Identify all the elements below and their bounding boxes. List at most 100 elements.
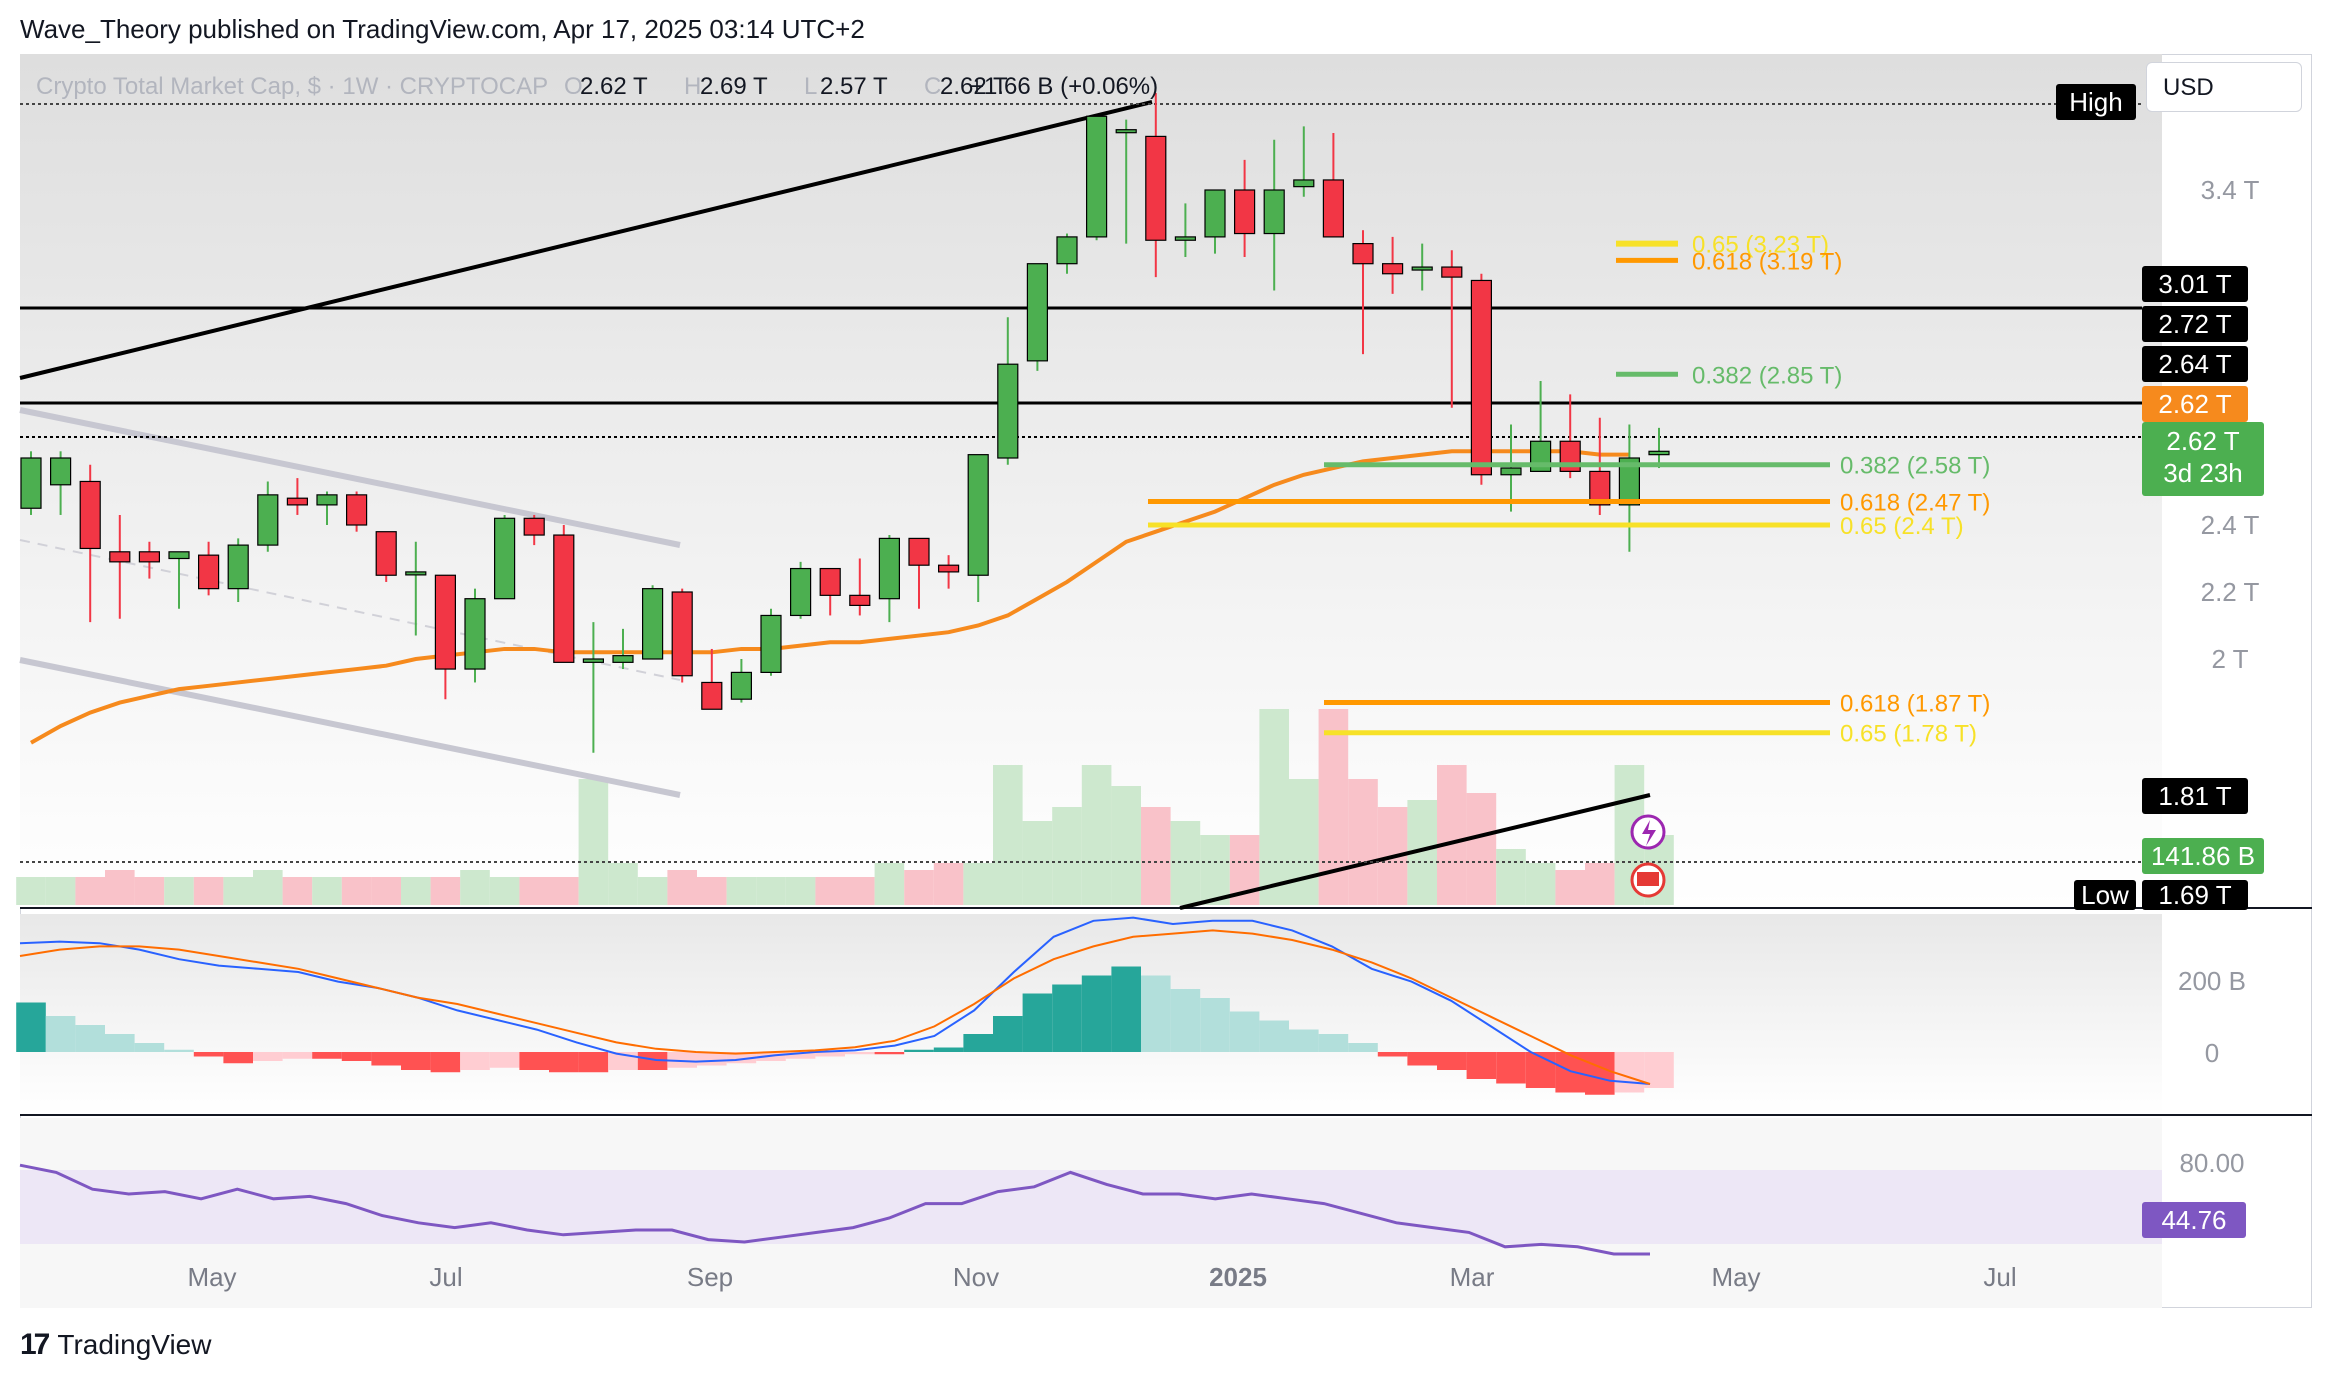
candle-body — [1470, 279, 1493, 476]
level-2.64-tag-bg — [2142, 346, 2248, 382]
volume-bar — [697, 877, 727, 905]
macd-histogram-bar — [253, 1052, 283, 1061]
candle-body — [1233, 189, 1256, 235]
ohlc-value: 2.69 T — [700, 73, 768, 100]
macd-signal-line — [19, 929, 1651, 1085]
candle-body — [464, 598, 486, 670]
candle-body — [494, 517, 516, 600]
ohlc-value: 2.62 T — [940, 73, 1008, 100]
candle-body — [701, 681, 723, 710]
macd-histogram-bar — [223, 1052, 253, 1064]
macd-histogram-bar — [1496, 1052, 1526, 1084]
candle-body — [227, 544, 249, 590]
candle-body — [760, 614, 782, 674]
candle-body — [1204, 189, 1226, 238]
volume-bar — [16, 877, 46, 905]
volume-bar — [1200, 835, 1230, 905]
time-axis-tick: Jul — [429, 1262, 462, 1292]
candle-body — [1352, 243, 1374, 265]
support-trendline — [1179, 793, 1651, 910]
candle-body — [375, 531, 397, 576]
macd-histogram-bar — [45, 1016, 76, 1052]
macd-histogram-bar — [1437, 1052, 1467, 1070]
price-change-label: +1.66 B (+0.06%) — [970, 73, 1158, 100]
macd-histogram-bar — [341, 1052, 372, 1061]
candle-body — [1026, 263, 1049, 362]
candle-body — [1648, 450, 1670, 456]
candle-body — [908, 537, 930, 566]
macd-histogram-bar — [312, 1052, 342, 1059]
candle-body — [523, 517, 545, 536]
rsi-value-tag-bg — [2142, 1202, 2246, 1238]
high-tag-bg — [2056, 84, 2136, 120]
macd-histogram-bar — [904, 1049, 934, 1052]
macd-histogram-bar — [549, 1052, 579, 1073]
macd-histogram-bar — [637, 1052, 668, 1070]
level-1.81-tag-bg — [2142, 778, 2248, 814]
rsi-band — [20, 1170, 2162, 1244]
time-axis-tick: May — [187, 1262, 236, 1292]
macd-line — [19, 916, 1651, 1085]
ohlc-value: 2.62 T — [580, 73, 648, 100]
candle-body — [286, 497, 308, 506]
macd-histogram-bar — [1377, 1052, 1408, 1057]
volume-bar — [1466, 793, 1497, 905]
volume-bar — [756, 877, 786, 905]
time-axis-tick: May — [1711, 1262, 1760, 1292]
candle-body — [49, 457, 72, 486]
currency-selector-button[interactable]: USD — [2146, 62, 2302, 112]
tradingview-logo[interactable]: 17 TradingView — [20, 1328, 211, 1362]
level-2.72-tag-bg — [2142, 306, 2248, 342]
volume-bar — [1289, 779, 1319, 905]
macd-histogram-bar — [1525, 1052, 1556, 1088]
candle-body — [1085, 115, 1108, 238]
macd-histogram-bar — [1585, 1052, 1615, 1095]
candle-body — [582, 658, 605, 663]
macd-histogram-bar — [489, 1052, 520, 1068]
macd-histogram-bar — [1170, 989, 1201, 1052]
volume-bar — [430, 877, 461, 905]
fib-level-label: 0.65 (2.4 T) — [1840, 513, 1964, 540]
low-value-tag-bg — [2142, 880, 2248, 910]
candle-body — [612, 655, 634, 663]
macd-histogram-bar — [726, 1052, 757, 1064]
macd-histogram-bar — [578, 1052, 609, 1073]
price-axis-tick: 2.4 T — [2201, 510, 2260, 540]
last-price-tag: 2.62 T — [2166, 426, 2239, 456]
macd-histogram-bar — [460, 1052, 490, 1070]
candle-body — [1618, 457, 1641, 506]
volume-bar — [134, 877, 165, 905]
volume-bar — [549, 877, 579, 905]
ohlc-key: L — [804, 73, 817, 100]
macd-histogram-bar — [1022, 993, 1053, 1052]
channel-lower-line — [19, 657, 681, 798]
candle-body — [316, 494, 338, 506]
volume-bar — [312, 877, 342, 905]
volume-bar — [519, 877, 549, 905]
macd-histogram-bar — [963, 1034, 993, 1052]
tradingview-logo-icon: 17 — [20, 1328, 50, 1361]
macd-histogram-bar — [105, 1034, 135, 1052]
low-value-tag: 1.69 T — [2158, 880, 2231, 910]
volume-bar — [726, 877, 757, 905]
volume-bar — [1555, 870, 1585, 905]
candle-body — [79, 480, 101, 550]
volume-bar — [45, 877, 76, 905]
volume-bar — [637, 877, 668, 905]
time-axis-tick: Jul — [1983, 1262, 2016, 1292]
macd-histogram-bar — [1407, 1052, 1437, 1066]
macd-histogram-bar — [1052, 984, 1082, 1052]
macd-histogram-bar — [933, 1047, 964, 1052]
macd-histogram-bar — [993, 1016, 1023, 1052]
candle-body — [405, 571, 427, 576]
volume-bar — [489, 877, 520, 905]
macd-histogram-bar — [1466, 1052, 1497, 1079]
volume-bar — [193, 877, 224, 905]
fib-level-label: 0.618 (2.47 T) — [1840, 490, 1990, 517]
macd-histogram-bar — [1318, 1034, 1349, 1052]
volume-bar — [1052, 807, 1082, 905]
macd-histogram-bar — [1555, 1052, 1585, 1093]
candle-body — [1145, 135, 1167, 241]
volume-bar — [460, 870, 490, 905]
